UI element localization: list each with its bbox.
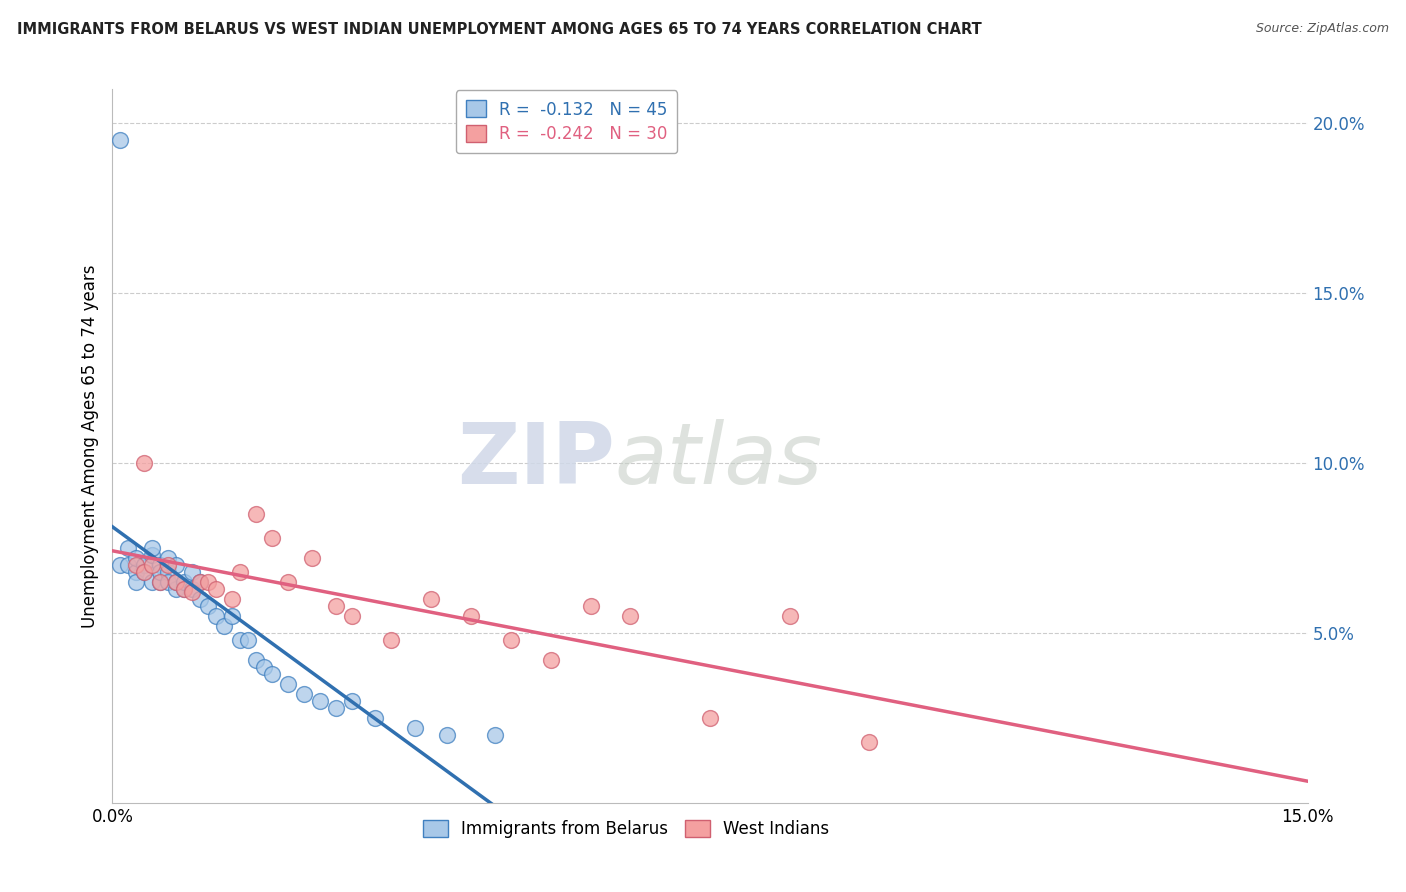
- Point: [157, 551, 180, 566]
- Point: [229, 565, 252, 579]
- Point: [157, 558, 180, 572]
- Point: [197, 599, 219, 613]
- Point: [165, 558, 187, 572]
- Point: [325, 599, 347, 613]
- Point: [149, 565, 172, 579]
- Point: [134, 456, 156, 470]
- Point: [260, 666, 283, 681]
- Point: [236, 632, 259, 647]
- Point: [301, 551, 323, 566]
- Text: Source: ZipAtlas.com: Source: ZipAtlas.com: [1256, 22, 1389, 36]
- Point: [420, 591, 443, 606]
- Legend: Immigrants from Belarus, West Indians: Immigrants from Belarus, West Indians: [416, 813, 837, 845]
- Point: [245, 507, 267, 521]
- Point: [205, 582, 228, 596]
- Point: [165, 582, 187, 596]
- Point: [579, 599, 602, 613]
- Point: [277, 574, 299, 589]
- Point: [141, 574, 163, 589]
- Point: [340, 608, 363, 623]
- Point: [125, 565, 148, 579]
- Point: [277, 677, 299, 691]
- Point: [188, 574, 211, 589]
- Point: [125, 558, 148, 572]
- Point: [484, 728, 506, 742]
- Point: [540, 653, 562, 667]
- Point: [117, 558, 139, 572]
- Text: ZIP: ZIP: [457, 418, 614, 502]
- Point: [364, 711, 387, 725]
- Point: [165, 574, 187, 589]
- Point: [173, 582, 195, 596]
- Point: [173, 574, 195, 589]
- Point: [110, 133, 132, 147]
- Point: [117, 541, 139, 555]
- Point: [149, 574, 172, 589]
- Point: [141, 558, 163, 572]
- Point: [134, 565, 156, 579]
- Text: atlas: atlas: [614, 418, 823, 502]
- Point: [181, 565, 204, 579]
- Point: [779, 608, 801, 623]
- Point: [460, 608, 482, 623]
- Point: [110, 558, 132, 572]
- Point: [141, 548, 163, 562]
- Point: [134, 565, 156, 579]
- Point: [134, 558, 156, 572]
- Point: [173, 582, 195, 596]
- Point: [188, 574, 211, 589]
- Point: [188, 591, 211, 606]
- Point: [205, 608, 228, 623]
- Point: [380, 632, 402, 647]
- Y-axis label: Unemployment Among Ages 65 to 74 years: Unemployment Among Ages 65 to 74 years: [80, 264, 98, 628]
- Point: [404, 721, 426, 735]
- Point: [340, 694, 363, 708]
- Text: IMMIGRANTS FROM BELARUS VS WEST INDIAN UNEMPLOYMENT AMONG AGES 65 TO 74 YEARS CO: IMMIGRANTS FROM BELARUS VS WEST INDIAN U…: [17, 22, 981, 37]
- Point: [499, 632, 522, 647]
- Point: [229, 632, 252, 647]
- Point: [436, 728, 458, 742]
- Point: [245, 653, 267, 667]
- Point: [197, 574, 219, 589]
- Point: [253, 660, 276, 674]
- Point: [619, 608, 641, 623]
- Point: [221, 591, 243, 606]
- Point: [181, 585, 204, 599]
- Point: [149, 574, 172, 589]
- Point: [149, 558, 172, 572]
- Point: [125, 574, 148, 589]
- Point: [141, 541, 163, 555]
- Point: [212, 619, 235, 633]
- Point: [157, 574, 180, 589]
- Point: [165, 574, 187, 589]
- Point: [858, 734, 880, 748]
- Point: [260, 531, 283, 545]
- Point: [125, 551, 148, 566]
- Point: [157, 565, 180, 579]
- Point: [292, 687, 315, 701]
- Point: [308, 694, 330, 708]
- Point: [221, 608, 243, 623]
- Point: [699, 711, 721, 725]
- Point: [325, 700, 347, 714]
- Point: [181, 582, 204, 596]
